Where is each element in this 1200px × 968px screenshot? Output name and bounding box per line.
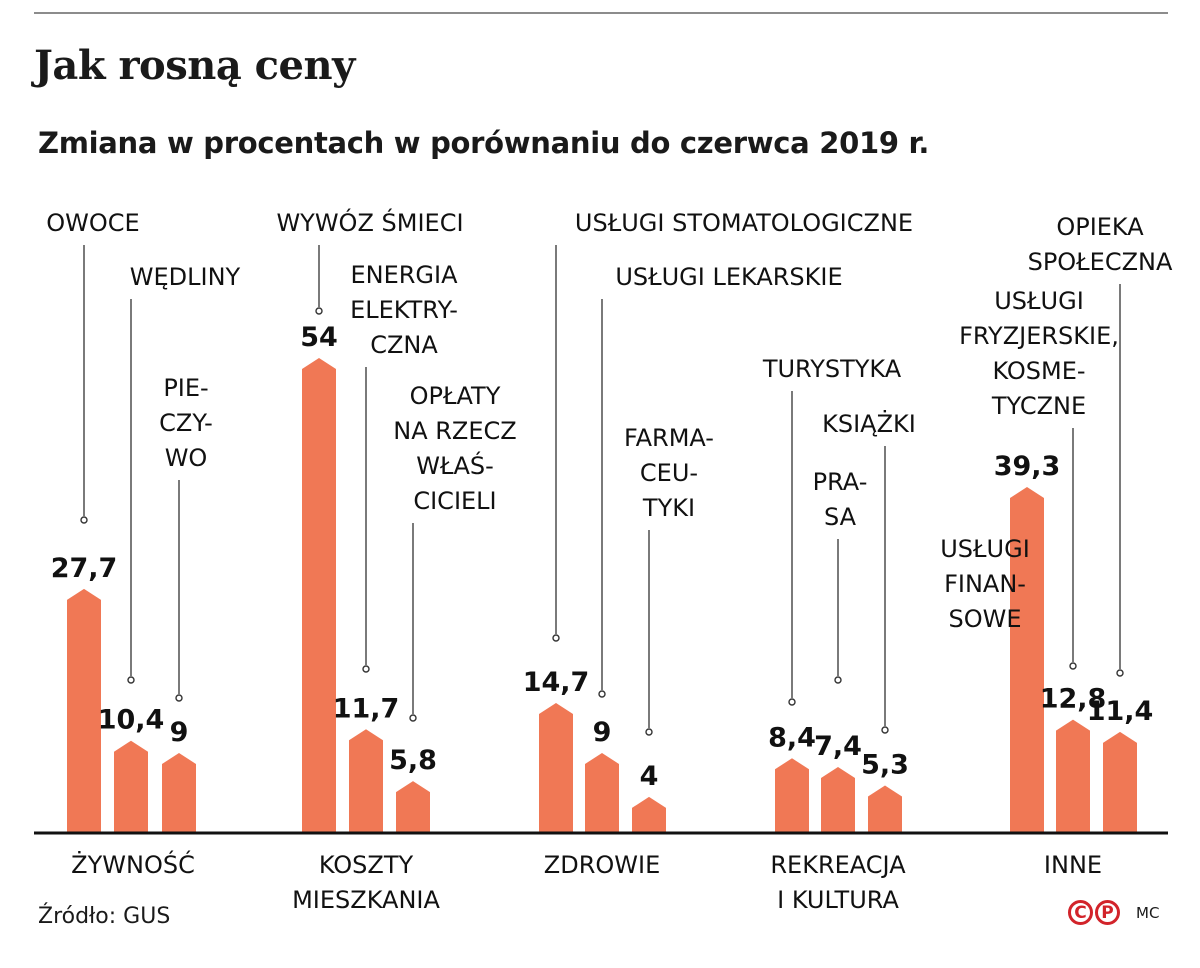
data-label: 39,3 <box>994 451 1061 482</box>
data-label: 9 <box>593 717 612 748</box>
category-label: USŁUGI <box>994 287 1084 315</box>
category-label: SPOŁECZNA <box>1028 248 1173 276</box>
bar <box>821 767 855 832</box>
bar <box>67 588 101 832</box>
leader-dot <box>362 665 370 673</box>
category-label: FARMA- <box>624 424 714 452</box>
bar <box>539 702 573 832</box>
category-label: CEU- <box>640 459 698 487</box>
data-label: 7,4 <box>814 731 862 762</box>
chart-title: Jak rosną ceny <box>34 42 355 89</box>
data-label: 27,7 <box>51 553 118 584</box>
category-label: CICIELI <box>413 487 496 515</box>
credit: C P MC <box>1068 900 1159 925</box>
group-label: REKREACJA <box>770 851 906 879</box>
category-label: CZNA <box>370 331 438 359</box>
group-label: KOSZTY <box>319 851 414 879</box>
logo-c-icon: C <box>1068 900 1093 925</box>
category-label: WŁAŚ- <box>416 450 494 480</box>
category-label: NA RZECZ <box>393 417 516 445</box>
data-label: 10,4 <box>98 705 165 736</box>
bar <box>775 758 809 832</box>
category-label: PRA- <box>813 468 868 496</box>
bar <box>162 753 196 832</box>
category-label: USŁUGI LEKARSKIE <box>615 263 842 291</box>
bar <box>585 753 619 832</box>
leader-dot <box>315 307 323 315</box>
data-label: 5,8 <box>389 745 437 776</box>
bar <box>114 740 148 832</box>
data-label: 11,7 <box>333 693 400 724</box>
logo-p-icon: P <box>1095 900 1120 925</box>
category-label: USŁUGI <box>940 535 1030 563</box>
top-rule <box>34 12 1168 14</box>
group-label: INNE <box>1044 851 1102 879</box>
category-label: CZY- <box>159 409 213 437</box>
bar <box>302 358 336 832</box>
leader-dot <box>552 634 560 642</box>
leader-dot <box>834 676 842 684</box>
leader-dot <box>1069 662 1077 670</box>
category-label: FRYZJERSKIE, <box>959 322 1119 350</box>
group-label: MIESZKANIA <box>292 886 440 914</box>
category-label: TYKI <box>642 494 695 522</box>
source-note: Źródło: GUS <box>38 904 171 929</box>
leader-dot <box>645 728 653 736</box>
group-label: ŻYWNOŚĆ <box>71 849 195 879</box>
category-label: SOWE <box>948 605 1021 633</box>
bar <box>1010 487 1044 832</box>
bar <box>1103 731 1137 832</box>
data-label: 8,4 <box>768 722 816 753</box>
category-label: WYWÓZ ŚMIECI <box>276 207 463 237</box>
category-label: OPŁATY <box>410 382 501 410</box>
leader-dot <box>127 676 135 684</box>
category-label: TURYSTYKA <box>762 355 902 383</box>
leader-dot <box>80 516 88 524</box>
category-label: FINAN- <box>944 570 1026 598</box>
group-label: I KULTURA <box>777 886 899 914</box>
category-label: KOSME- <box>992 357 1085 385</box>
bar <box>396 781 430 832</box>
category-label: WĘDLINY <box>130 263 241 291</box>
category-label: KSIĄŻKI <box>822 409 916 438</box>
bar <box>1056 719 1090 832</box>
category-label: SA <box>824 503 857 531</box>
leader-dot <box>409 714 417 722</box>
group-label: ZDROWIE <box>544 851 660 879</box>
data-label: 11,4 <box>1087 696 1154 727</box>
data-label: 4 <box>640 761 659 792</box>
bar <box>349 729 383 832</box>
bar <box>632 796 666 832</box>
data-label: 5,3 <box>861 749 909 780</box>
category-label: ELEKTRY- <box>350 296 458 324</box>
leader-dot <box>1116 669 1124 677</box>
chart-subtitle: Zmiana w procentach w porównaniu do czer… <box>38 126 930 160</box>
author-credit: MC <box>1136 903 1160 922</box>
category-label: WO <box>165 444 208 472</box>
data-label: 54 <box>300 322 338 353</box>
category-label: PIE- <box>163 374 208 402</box>
leader-dot <box>881 726 889 734</box>
publisher-logo: C P <box>1068 900 1120 925</box>
category-label: TYCZNE <box>991 392 1086 420</box>
category-label: USŁUGI STOMATOLOGICZNE <box>575 209 913 237</box>
category-label: ENERGIA <box>350 261 458 289</box>
leader-dot <box>598 690 606 698</box>
data-label: 14,7 <box>523 667 590 698</box>
leader-dot <box>788 698 796 706</box>
leader-dot <box>175 694 183 702</box>
category-label: OWOCE <box>46 209 139 237</box>
data-label: 12,8 <box>1040 684 1107 715</box>
data-label: 9 <box>170 717 189 748</box>
category-label: OPIEKA <box>1056 213 1144 241</box>
bar <box>868 785 902 832</box>
